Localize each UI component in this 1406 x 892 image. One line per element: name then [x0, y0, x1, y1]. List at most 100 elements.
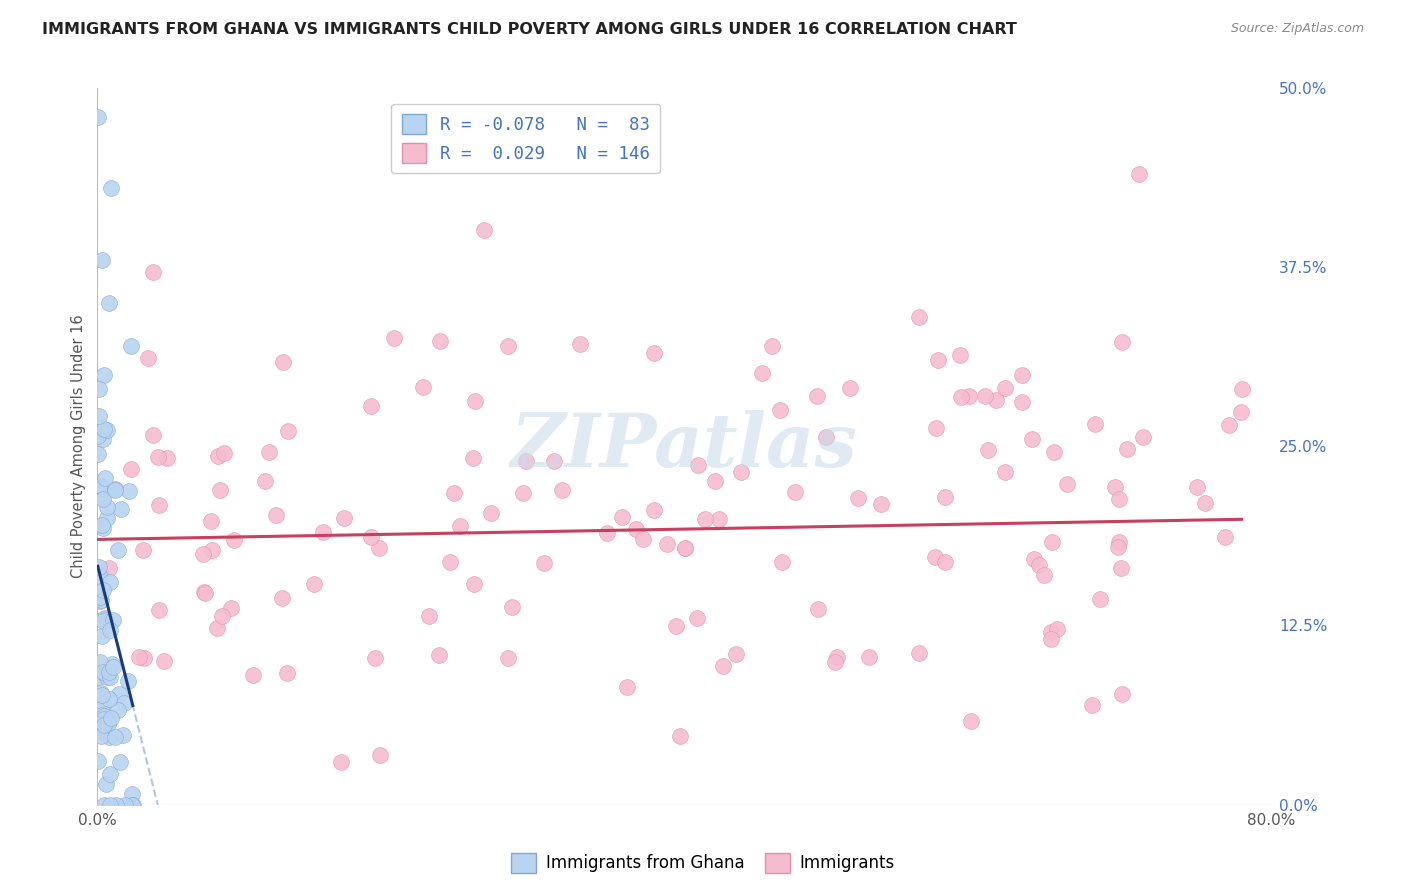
Point — [89, 383, 111, 397]
Point — [98, 623, 121, 637]
Point — [276, 666, 298, 681]
Point — [87, 723, 110, 737]
Point — [711, 659, 734, 673]
Point — [569, 336, 592, 351]
Point — [107, 543, 129, 558]
Point — [93, 422, 115, 436]
Point — [633, 533, 655, 547]
Point — [90, 702, 112, 716]
Point — [148, 450, 170, 464]
Point — [271, 355, 294, 369]
Point — [98, 665, 121, 679]
Point — [673, 541, 696, 556]
Point — [200, 514, 222, 528]
Point — [91, 612, 114, 626]
Point — [97, 730, 120, 744]
Point — [89, 559, 111, 574]
Point — [90, 593, 112, 607]
Point — [259, 445, 281, 459]
Point — [761, 339, 783, 353]
Point — [87, 429, 110, 443]
Point — [364, 651, 387, 665]
Point — [665, 619, 688, 633]
Point — [1109, 561, 1132, 575]
Point — [976, 442, 998, 457]
Point — [87, 755, 110, 769]
Point — [96, 500, 118, 515]
Y-axis label: Child Poverty Among Girls Under 16: Child Poverty Among Girls Under 16 — [72, 315, 86, 578]
Point — [96, 670, 118, 684]
Point — [90, 729, 112, 743]
Point — [97, 717, 120, 731]
Point — [121, 797, 143, 812]
Point — [90, 479, 112, 493]
Point — [114, 797, 136, 812]
Point — [93, 368, 115, 382]
Point — [89, 655, 111, 669]
Point — [1229, 405, 1251, 419]
Point — [1111, 334, 1133, 349]
Point — [412, 380, 434, 394]
Point — [201, 543, 224, 558]
Text: IMMIGRANTS FROM GHANA VS IMMIGRANTS CHILD POVERTY AMONG GIRLS UNDER 16 CORRELATI: IMMIGRANTS FROM GHANA VS IMMIGRANTS CHIL… — [42, 22, 1017, 37]
Point — [986, 392, 1008, 407]
Point — [91, 582, 114, 597]
Point — [333, 511, 356, 525]
Point — [1046, 622, 1069, 636]
Point — [1107, 541, 1129, 555]
Point — [91, 614, 114, 628]
Point — [98, 574, 121, 589]
Point — [1024, 552, 1046, 566]
Point — [100, 181, 122, 195]
Point — [100, 711, 122, 725]
Point — [449, 519, 471, 533]
Point — [87, 670, 110, 684]
Point — [703, 475, 725, 489]
Point — [533, 556, 555, 570]
Point — [1230, 382, 1253, 396]
Point — [643, 346, 665, 360]
Point — [117, 674, 139, 689]
Point — [219, 601, 242, 615]
Point — [807, 602, 830, 616]
Point — [1128, 167, 1150, 181]
Point — [846, 491, 869, 505]
Point — [121, 787, 143, 801]
Point — [87, 110, 110, 124]
Point — [132, 651, 155, 665]
Point — [1011, 368, 1033, 382]
Point — [254, 474, 277, 488]
Point — [87, 447, 110, 461]
Point — [91, 723, 114, 738]
Point — [724, 647, 747, 661]
Point — [806, 389, 828, 403]
Point — [769, 403, 792, 417]
Point — [429, 334, 451, 349]
Point — [93, 712, 115, 726]
Point — [211, 608, 233, 623]
Point — [141, 264, 163, 278]
Legend: R = -0.078   N =  83, R =  0.029   N = 146: R = -0.078 N = 83, R = 0.029 N = 146 — [391, 103, 661, 173]
Point — [90, 629, 112, 643]
Point — [214, 446, 236, 460]
Point — [121, 797, 143, 812]
Point — [1056, 476, 1078, 491]
Point — [382, 331, 405, 345]
Point — [90, 686, 112, 700]
Point — [311, 524, 333, 539]
Point — [772, 555, 794, 569]
Point — [957, 389, 980, 403]
Point — [839, 381, 862, 395]
Point — [107, 704, 129, 718]
Point — [91, 707, 114, 722]
Point — [624, 522, 647, 536]
Point — [1042, 534, 1064, 549]
Point — [512, 486, 534, 500]
Point — [266, 508, 288, 523]
Point — [785, 484, 807, 499]
Point — [858, 649, 880, 664]
Point — [959, 714, 981, 728]
Point — [479, 506, 502, 520]
Point — [89, 590, 111, 604]
Point — [1111, 687, 1133, 701]
